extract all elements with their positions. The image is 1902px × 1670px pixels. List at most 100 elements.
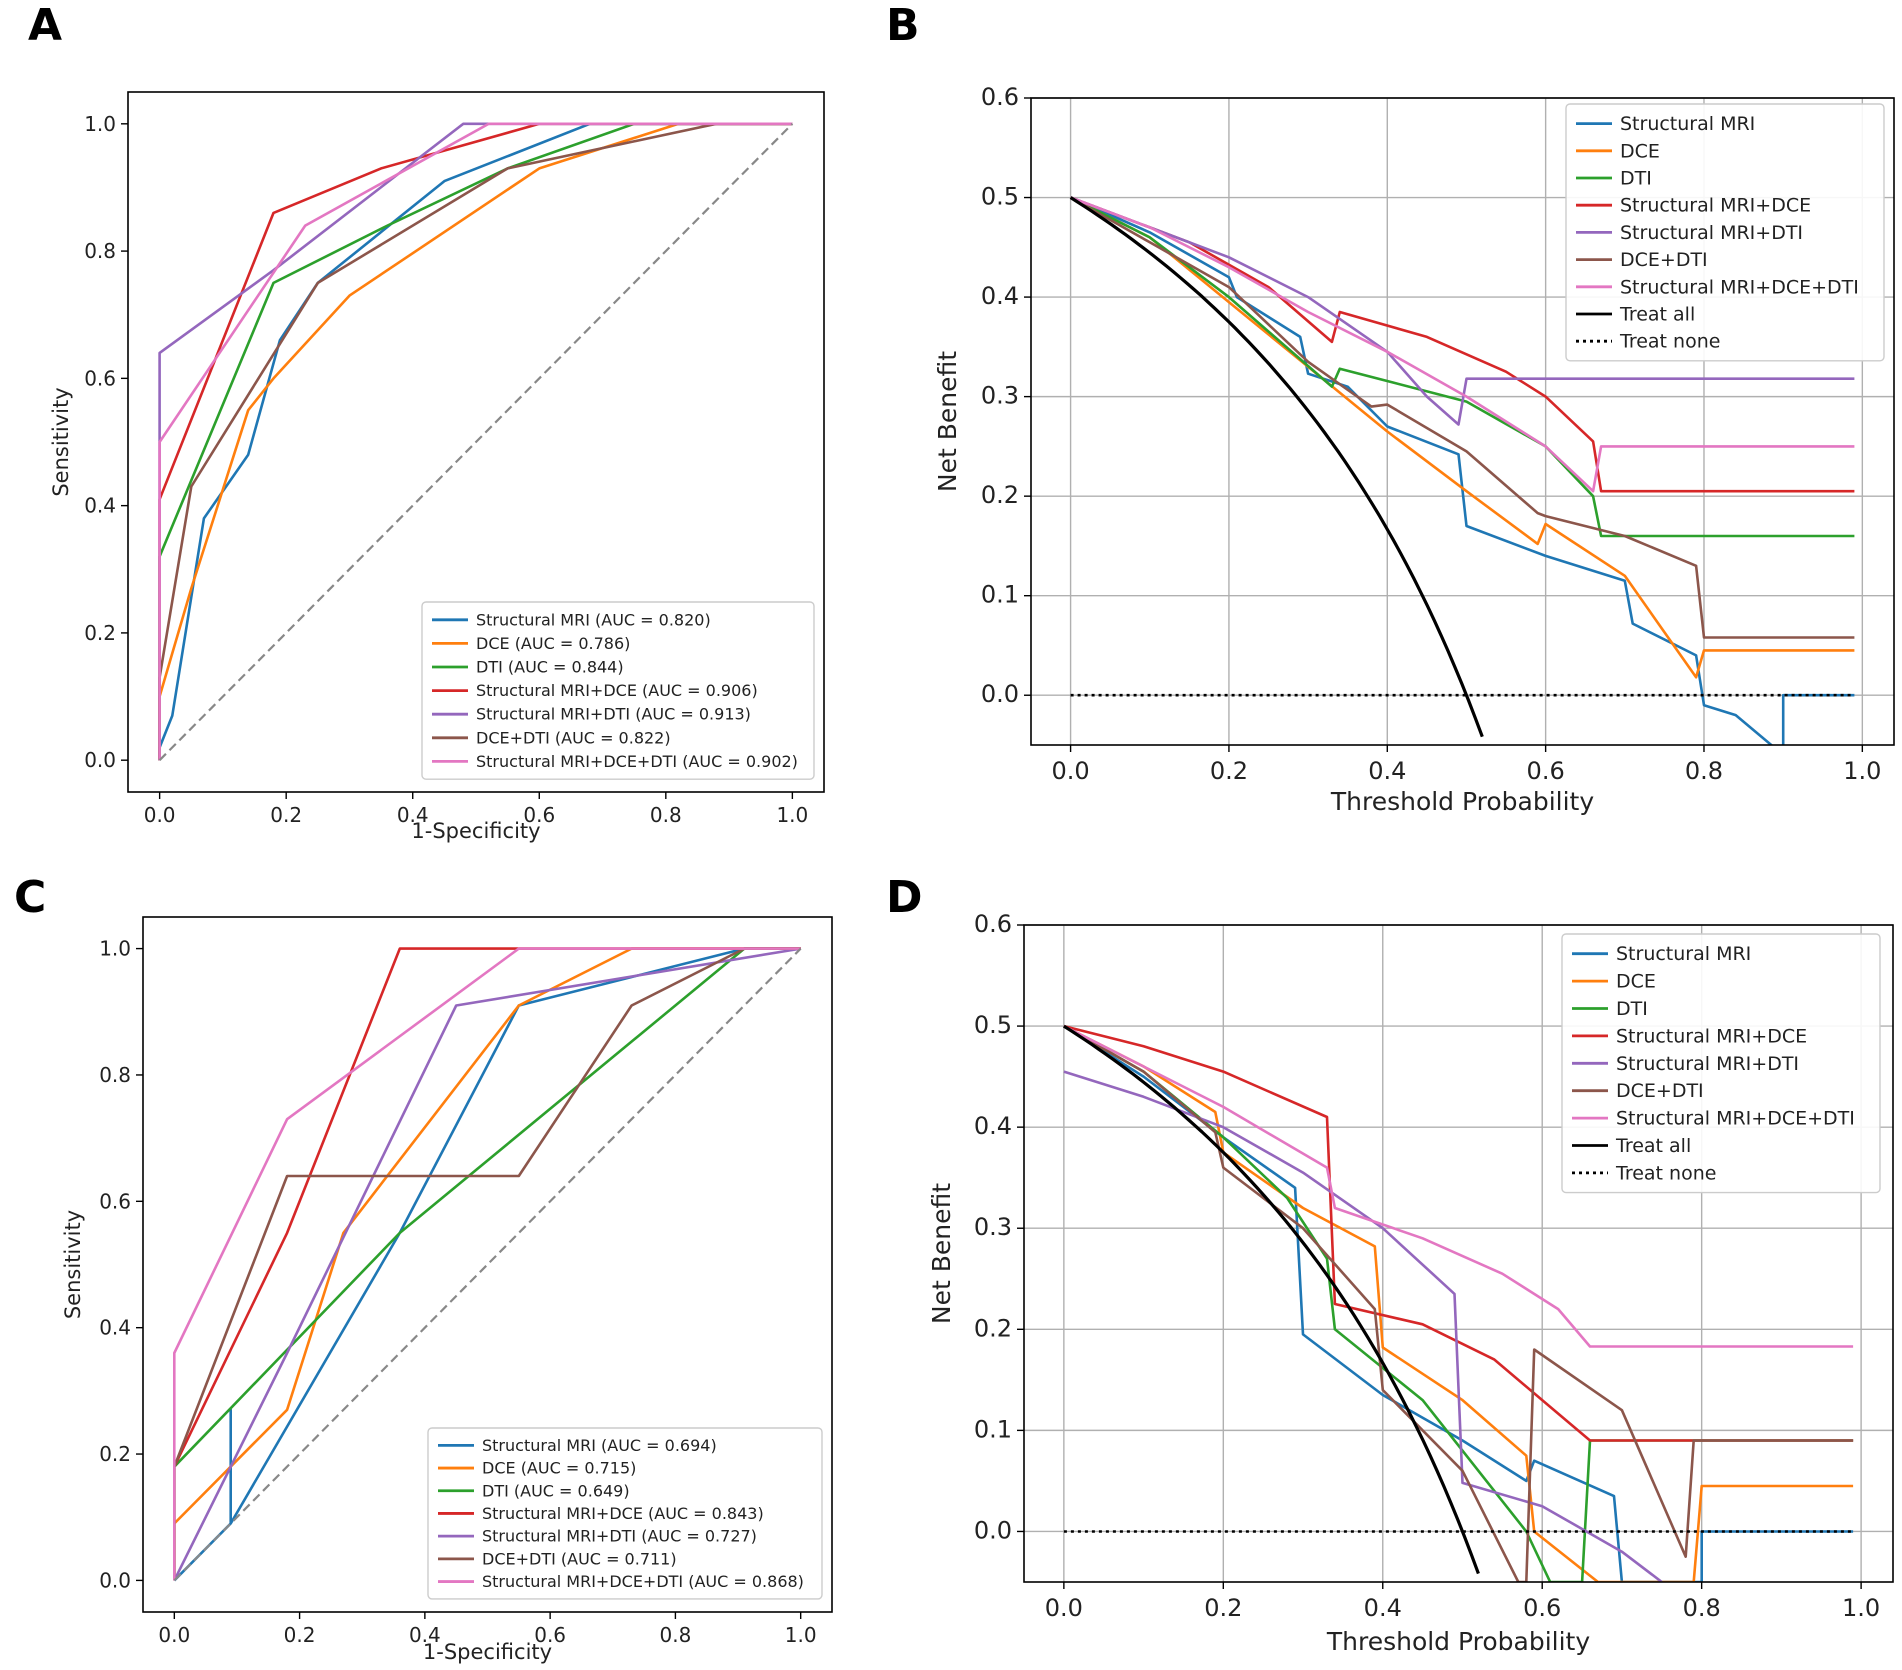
plot-frame (1023, 924, 1894, 1583)
legend-label-structural-mri-plus-dce: Structural MRI+DCE (AUC = 0.906) (476, 681, 758, 700)
series-group (1063, 1024, 1854, 1582)
y-tick-label: 1.0 (99, 937, 131, 961)
x-axis-label: 1-Specificity (423, 1640, 552, 1664)
y-tick-label: 0.2 (84, 621, 116, 645)
x-tick-label: 0.0 (1052, 757, 1090, 785)
x-tick-label: 0.8 (1685, 757, 1723, 785)
x-axis-label: 1-Specificity (411, 819, 540, 843)
x-tick-label: 0.4 (397, 803, 429, 827)
x-tick-label: 0.8 (1683, 1594, 1721, 1622)
legend-label-dce: DCE (AUC = 0.715) (482, 1459, 636, 1478)
series-line-structural-mri (158, 122, 793, 761)
legend-box (1561, 933, 1881, 1194)
legend-label-dce-plus-dti: DCE+DTI (1620, 249, 1708, 271)
x-axis-label: Threshold Probability (1326, 1627, 1591, 1656)
series-line-dce (158, 122, 793, 761)
panel-d-decision-curve-chart: 0.0 0.2 0.4 0.6 0.8 1.0 0.0 0.1 0.2 0.3 0.4 0.5 0.6 T… (927, 910, 1894, 1656)
y-tick-label: 0.2 (99, 1442, 131, 1466)
panel-c-roc-chart: 0.0 0.2 0.4 0.6 0.8 1.0 0.0 0.2 0.4 0.6 0.8 1.0 1-Sp… (61, 916, 833, 1664)
legend-label-dce-plus-dti: DCE+DTI (1616, 1080, 1704, 1102)
legend-label-structural-mri-plus-dti: Structural MRI+DTI (1620, 222, 1803, 244)
y-tick-label: 0.8 (84, 239, 116, 263)
panel-label-a: A (28, 0, 62, 51)
legend-label-structural-mri-plus-dce: Structural MRI+DCE (AUC = 0.843) (482, 1504, 764, 1523)
x-tick-label: 0.4 (1364, 1594, 1402, 1622)
x-tick-label: 1.0 (1843, 757, 1881, 785)
legend-label-structural-mri-plus-dce: Structural MRI+DCE (1620, 195, 1811, 217)
legend-label-treat-none: Treat none (1619, 331, 1720, 353)
legend-label-dce: DCE (1620, 140, 1660, 162)
legend: Structural MRI (AUC = 0.694) DCE (AUC = 0… (427, 1427, 823, 1600)
y-tick-label: 1.0 (84, 112, 116, 136)
series-line-structural-mri-plus-dti (173, 947, 801, 1581)
series-line-dti (1070, 196, 1855, 538)
x-tick-label: 0.6 (534, 1623, 566, 1647)
legend-label-dce: DCE (AUC = 0.786) (476, 634, 630, 653)
x-tick-label: 0.8 (650, 803, 682, 827)
legend-box (1565, 103, 1885, 362)
panel-label-c: C (14, 872, 46, 923)
x-tick-label: 0.0 (144, 803, 176, 827)
y-tick-label: 0.0 (974, 1516, 1012, 1544)
x-tick-label: 0.2 (1210, 757, 1248, 785)
y-tick-label: 0.6 (981, 83, 1019, 111)
legend-label-structural-mri-plus-dce-plus-dti: Structural MRI+DCE+DTI (1620, 276, 1859, 298)
legend-label-dce-plus-dti: DCE+DTI (AUC = 0.822) (476, 728, 671, 747)
legend-label-dce-plus-dti: DCE+DTI (AUC = 0.711) (482, 1549, 677, 1568)
legend: Structural MRI DCE DTI Structural MRI+DCE St… (1561, 933, 1881, 1194)
y-tick-label: 0.6 (99, 1189, 131, 1213)
y-tick-label: 0.3 (974, 1213, 1012, 1241)
series-line-chance (173, 947, 802, 1582)
x-tick-label: 0.2 (270, 803, 302, 827)
y-tick-label: 0.5 (981, 183, 1019, 211)
y-tick-label: 0.1 (974, 1415, 1012, 1443)
x-tick-label: 0.8 (660, 1623, 692, 1647)
series-line-structural-mri-plus-dce-plus-dti (1070, 196, 1855, 493)
legend-label-dti: DTI (AUC = 0.649) (482, 1481, 630, 1500)
y-tick-label: 0.6 (974, 910, 1012, 938)
legend-label-structural-mri-plus-dti: Structural MRI+DTI (AUC = 0.727) (482, 1527, 757, 1546)
series-line-structural-mri-plus-dce-plus-dti (158, 122, 793, 761)
series-line-structural-mri-plus-dce-plus-dti (173, 947, 801, 1581)
legend-box (427, 1427, 823, 1600)
panel-a-roc-chart: 0.0 0.2 0.4 0.6 0.8 1.0 0.0 0.2 0.4 0.6 0.8 1.0 1-Sp… (49, 91, 825, 843)
y-tick-label: 0.0 (99, 1568, 131, 1592)
legend-label-dti: DTI (1620, 168, 1652, 190)
x-tick-label: 1.0 (785, 1623, 817, 1647)
legend-label-dce: DCE (1616, 971, 1656, 993)
y-tick-label: 0.2 (981, 481, 1019, 509)
legend-label-structural-mri: Structural MRI (1620, 113, 1755, 135)
series-line-dti (1063, 1024, 1854, 1582)
x-tick-label: 0.2 (1204, 1594, 1242, 1622)
y-tick-label: 0.4 (974, 1112, 1012, 1140)
y-tick-label: 0.5 (974, 1011, 1012, 1039)
plot-frame (1030, 97, 1895, 746)
x-tick-label: 0.4 (1368, 757, 1406, 785)
series-line-structural-mri (1070, 196, 1855, 745)
series-line-structural-mri-plus-dti (1063, 1070, 1663, 1582)
y-tick-label: 0.4 (981, 282, 1019, 310)
y-tick-label: 0.1 (981, 581, 1019, 609)
legend-label-structural-mri: Structural MRI (AUC = 0.694) (482, 1436, 717, 1455)
series-line-treat-all (1069, 196, 1484, 738)
series-line-structural-mri-plus-dce (1063, 1024, 1854, 1442)
legend-label-treat-none: Treat none (1615, 1162, 1716, 1184)
series-line-dce (1063, 1024, 1854, 1582)
series-group (173, 947, 802, 1582)
x-axis-label: Threshold Probability (1330, 787, 1595, 816)
legend-label-structural-mri-plus-dce: Structural MRI+DCE (1616, 1025, 1807, 1047)
y-tick-label: 0.0 (981, 680, 1019, 708)
legend-label-structural-mri-plus-dce-plus-dti: Structural MRI+DCE+DTI (AUC = 0.902) (476, 752, 798, 771)
legend-label-structural-mri-plus-dce-plus-dti: Structural MRI+DCE+DTI (AUC = 0.868) (482, 1572, 804, 1591)
y-tick-label: 0.4 (99, 1316, 131, 1340)
series-line-dce-plus-dti (1063, 1024, 1854, 1582)
legend: Structural MRI DCE DTI Structural MRI+DCE St… (1565, 103, 1885, 362)
x-tick-label: 1.0 (776, 803, 808, 827)
legend-label-structural-mri-plus-dti: Structural MRI+DTI (1616, 1053, 1799, 1075)
legend-label-structural-mri-plus-dce-plus-dti: Structural MRI+DCE+DTI (1616, 1108, 1855, 1130)
y-tick-label: 0.4 (84, 494, 116, 518)
x-tick-label: 1.0 (1842, 1594, 1880, 1622)
legend-label-structural-mri-plus-dti: Structural MRI+DTI (AUC = 0.913) (476, 705, 751, 724)
legend-label-dti: DTI (1616, 998, 1648, 1020)
